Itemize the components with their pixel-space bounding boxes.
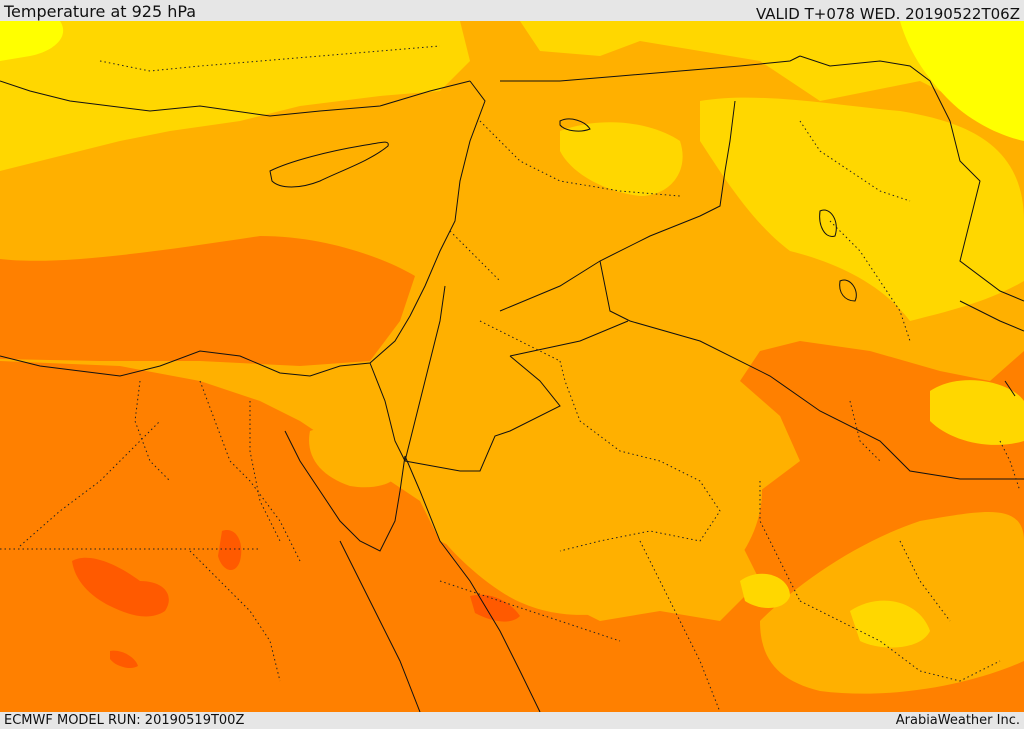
mediterranean-orange-band [0, 236, 415, 366]
temperature-map [0, 21, 1024, 712]
internal-boundaries [0, 45, 1021, 712]
coastlines [0, 80, 1024, 712]
sa-gold-patch [740, 573, 790, 608]
iraq-gold-field [700, 97, 1024, 322]
syria-gold-patch [560, 122, 683, 196]
gulf-gold-patch [930, 380, 1024, 445]
sinai-amber-patch [309, 427, 401, 488]
yellow-patch-west [0, 21, 64, 61]
hot-spot-egypt [72, 557, 169, 617]
valid-time-label: VALID T+078 WED. 20190522T06Z [755, 5, 1020, 23]
sa-gold-patch-2 [850, 600, 930, 648]
southern-amber-tongue [420, 441, 762, 615]
turkey-gold-field [0, 21, 470, 171]
hot-spot-nile [218, 530, 242, 571]
yellow-temperature-field [900, 21, 1024, 141]
north-gold-field [0, 21, 1024, 111]
country-borders [369, 55, 1024, 480]
credit-label: ArabiaWeather Inc. [895, 713, 1020, 728]
map-title: Temperature at 925 hPa [4, 2, 197, 21]
model-run-label: ECMWF MODEL RUN: 20190519T00Z [4, 713, 245, 728]
hot-spot-small [110, 650, 138, 669]
